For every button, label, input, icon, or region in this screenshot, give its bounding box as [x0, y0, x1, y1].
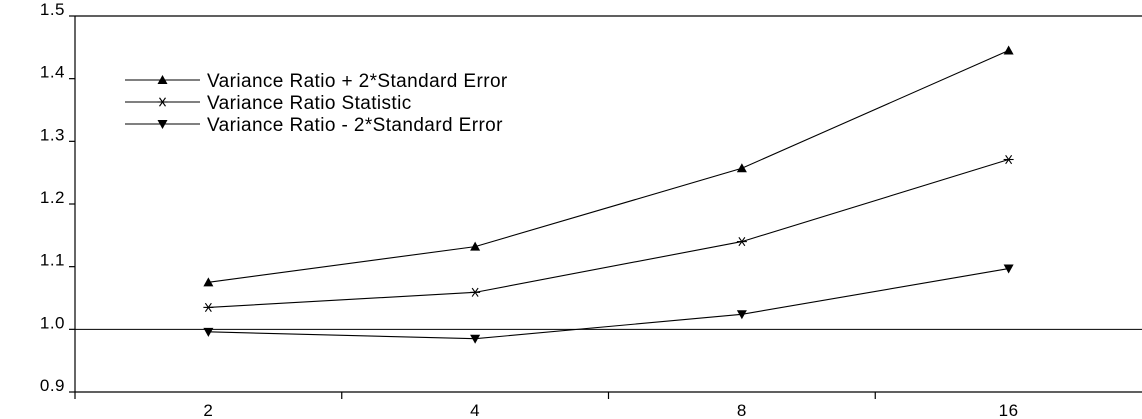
- asterisk-stroke: [159, 97, 166, 107]
- legend-label: Variance Ratio + 2*Standard Error: [207, 71, 508, 92]
- legend-marker: [157, 97, 168, 107]
- y-tick-label: 1.2: [40, 188, 65, 207]
- legend-item: Variance Ratio Statistic: [125, 93, 412, 114]
- legend-marker: [157, 75, 168, 84]
- series-layer: [203, 45, 1014, 344]
- asterisk-stroke: [471, 287, 479, 297]
- asterisk-stroke: [1005, 154, 1013, 165]
- legend-label: Variance Ratio - 2*Standard Error: [207, 115, 503, 136]
- x-axis-ticks: 2 4 8 16: [74, 392, 1019, 419]
- y-axis-ticks: 0.9 1.0 1.1 1.2 1.3 1.4 1.5: [40, 0, 75, 395]
- data-point: [203, 277, 214, 287]
- x-tick-label: 16: [999, 401, 1019, 419]
- series-line: [208, 268, 1009, 340]
- legend-marker: [157, 120, 168, 129]
- y-tick-label: 1.3: [40, 125, 65, 144]
- series-line: [208, 158, 1009, 308]
- data-point: [1003, 264, 1014, 274]
- legend: Variance Ratio + 2*Standard ErrorVarianc…: [125, 71, 508, 136]
- x-tick-label: 8: [737, 401, 747, 419]
- y-tick-label: 1.5: [40, 0, 65, 19]
- data-point: [736, 237, 747, 247]
- y-tick-label: 1.4: [40, 63, 65, 82]
- y-tick-label: 1.1: [40, 251, 65, 270]
- asterisk-stroke: [738, 237, 746, 247]
- series-triangle-up: [203, 45, 1014, 287]
- x-tick-label: 4: [470, 401, 480, 419]
- data-point: [470, 334, 481, 344]
- series-triangle-down: [203, 264, 1014, 344]
- data-point: [1003, 154, 1014, 165]
- data-point: [736, 310, 747, 320]
- x-tick-label: 2: [203, 401, 213, 419]
- y-tick-label: 0.9: [40, 376, 65, 395]
- asterisk-stroke: [204, 302, 212, 312]
- data-point: [203, 302, 214, 312]
- data-point: [736, 163, 747, 173]
- data-point: [470, 241, 481, 251]
- legend-item: Variance Ratio - 2*Standard Error: [125, 115, 503, 136]
- data-point: [470, 287, 481, 297]
- data-point: [203, 327, 214, 337]
- legend-item: Variance Ratio + 2*Standard Error: [125, 71, 508, 92]
- series-asterisk: [203, 154, 1014, 312]
- series-line: [208, 49, 1009, 283]
- data-point: [1003, 45, 1014, 55]
- legend-label: Variance Ratio Statistic: [207, 93, 412, 114]
- y-tick-label: 1.0: [40, 313, 65, 332]
